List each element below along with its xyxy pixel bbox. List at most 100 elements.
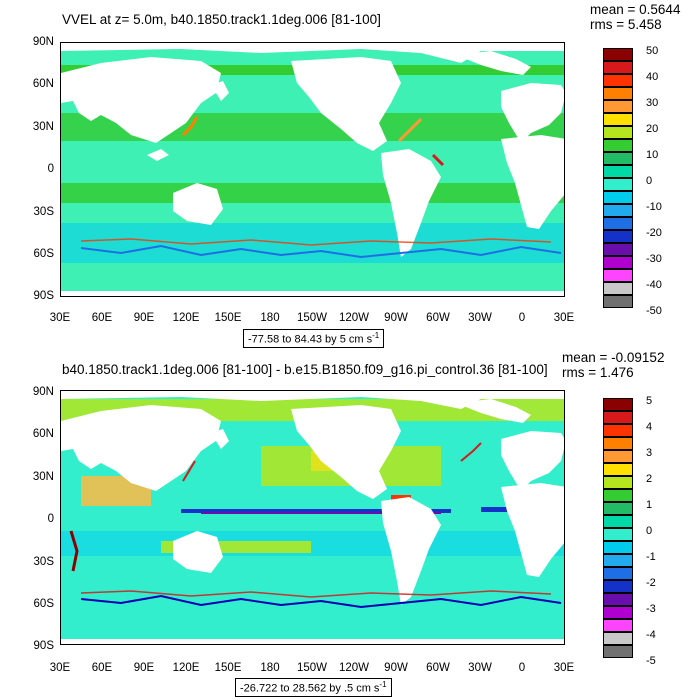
land-masses [61,43,564,296]
colorbar-label: 2 [646,473,653,485]
colorbar-label: 50 [646,45,659,57]
lon-label: 120E [172,312,200,324]
colorbar-label: 20 [646,123,659,135]
mean-value: mean = 0.5644 [590,2,681,17]
lon-label: 90E [133,662,155,674]
lon-label: 180 [260,312,280,324]
colorbar-swatch [603,217,633,231]
lon-label: 0 [518,662,526,674]
lat-label: 0 [47,163,54,175]
lat-label: 30S [33,206,54,218]
colorbar-swatch [603,606,633,620]
lon-label: 90E [133,312,155,324]
colorbar-swatch [603,515,633,529]
colorbar-label: 40 [646,71,659,83]
colorbar-swatch [603,230,633,244]
top-map-panel: VVEL at z= 5.0m, b40.1850.track1.1deg.00… [32,2,680,348]
lon-label: 150W [296,662,328,674]
colorbar-swatch [603,165,633,179]
colorbar [603,398,633,659]
colorbar-swatch [603,243,633,257]
land-masses [61,391,564,644]
lon-label: 0 [518,312,526,324]
south-subtropical-band [61,183,564,203]
colorbar-label: -4 [646,629,656,641]
lon-label: 180 [260,662,280,674]
colorbar-swatch [603,593,633,607]
lon-label: 30E [553,312,575,324]
colorbar-swatch [603,424,633,438]
colorbar-label: -40 [646,279,662,291]
colorbar-label: -3 [646,603,656,615]
lat-label: 60S [33,248,54,260]
colorbar-swatch [603,541,633,555]
panel-title: VVEL at z= 5.0m, b40.1850.track1.1deg.00… [62,12,381,27]
colorbar-swatch [603,126,633,140]
colorbar-label: 30 [646,97,659,109]
lon-label: 120E [172,662,200,674]
lon-label: 30E [49,662,71,674]
colorbar [603,48,633,309]
contour-range-text: -26.722 to 28.562 by .5 cm s [240,682,380,695]
colorbar-swatch [603,191,633,205]
lon-label: 30E [49,312,71,324]
colorbar-swatch [603,282,633,296]
lat-label: 30S [33,556,54,568]
colorbar-label: -10 [646,201,662,213]
colorbar-label: 10 [646,149,659,161]
lon-label: 120W [338,662,370,674]
map-plot-area [60,390,565,645]
colorbar-label: 3 [646,447,653,459]
mean-value: mean = -0.09152 [562,350,665,365]
colorbar-label: -5 [646,655,656,667]
colorbar-swatch [603,100,633,114]
lon-label: 150E [214,662,242,674]
lat-label: 90S [33,640,54,652]
lat-label: 90N [32,386,54,398]
map-field [61,391,564,644]
colorbar-swatch [603,74,633,88]
current-highlights [80,116,562,259]
lon-label: 90W [384,662,408,674]
colorbar-swatch [603,489,633,503]
lon-label: 150W [296,312,328,324]
lat-label: 0 [47,513,54,525]
colorbar-swatch [603,437,633,451]
colorbar-swatch [603,463,633,477]
map-field [61,43,564,296]
colorbar-swatch [603,580,633,594]
rms-value: rms = 1.476 [562,365,634,380]
colorbar-label: -2 [646,577,656,589]
contour-range-text: -77.58 to 84.43 by 5 cm s [248,333,373,346]
lon-label: 30W [468,662,492,674]
unit-exponent: -1 [379,680,387,689]
stats-readout: mean = -0.09152 rms = 1.476 [562,350,664,380]
lon-label: 30W [468,312,492,324]
colorbar-swatch [603,502,633,516]
bottom-map-panel: b40.1850.track1.1deg.006 [81-100] - b.e1… [0,350,700,700]
lat-label: 30N [32,121,54,133]
rms-value: rms = 5.458 [590,17,662,32]
colorbar-label: -1 [646,551,656,563]
colorbar-swatch [603,269,633,283]
colorbar-swatch [603,528,633,542]
colorbar-swatch [603,204,633,218]
colorbar-swatch [603,450,633,464]
stats-readout: mean = 0.5644 rms = 5.458 [590,2,680,32]
colorbar-label: 4 [646,421,653,433]
colorbar-label: 0 [646,175,653,187]
colorbar-swatch [603,554,633,568]
lon-label: 90W [384,312,408,324]
colorbar-swatch [603,139,633,153]
colorbar-swatch [603,87,633,101]
colorbar-swatch [603,48,633,62]
colorbar-swatch [603,476,633,490]
lat-label: 90S [33,290,54,302]
colorbar-swatch [603,567,633,581]
colorbar-swatch [603,256,633,270]
colorbar-swatch [603,295,633,309]
colorbar-label: -20 [646,227,662,239]
colorbar-swatch [603,632,633,646]
lon-label: 120W [338,312,370,324]
colorbar-swatch [603,113,633,127]
